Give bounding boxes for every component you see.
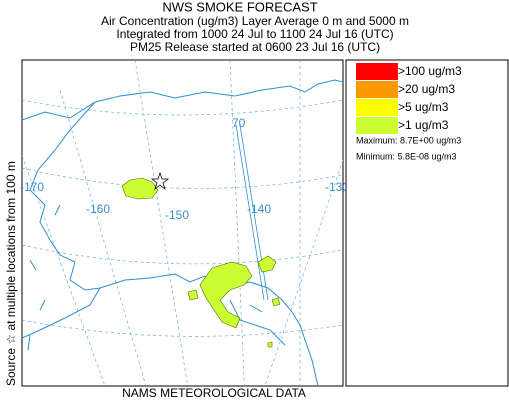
legend-swatch <box>356 81 398 98</box>
source-star <box>150 171 170 191</box>
graticule <box>22 244 343 265</box>
minimum: Minimum: 5.8E-08 ug/m3 <box>356 151 457 161</box>
graticule <box>22 99 343 116</box>
graticule-label: -170 <box>20 180 44 194</box>
graticule-label: -160 <box>86 202 110 216</box>
maximum: Maximum: 8.7E+00 ug/m3 <box>356 135 461 145</box>
legend-label: >5 ug/m3 <box>398 100 449 114</box>
coastline <box>22 79 343 121</box>
graticule <box>22 319 343 337</box>
legend-label: >20 ug/m3 <box>398 82 455 96</box>
graticule <box>229 60 245 386</box>
footer: NAMS METEOROLOGICAL DATA <box>122 386 306 400</box>
legend-swatch <box>356 99 398 116</box>
map-frame <box>21 59 344 387</box>
graticule-label: -150 <box>165 208 189 222</box>
legend-swatch <box>356 63 398 80</box>
legend: >100 ug/m3 >20 ug/m3 >5 ug/m3 >1 ug/m3 Maxi… <box>345 59 509 387</box>
smoke-plume <box>257 255 277 273</box>
coastline <box>229 299 286 346</box>
graticule <box>22 167 343 189</box>
legend-label: >1 ug/m3 <box>398 118 449 132</box>
map-content <box>22 60 343 386</box>
graticule-label: -140 <box>247 202 271 216</box>
map-panel: -170 -160 -150 -140 -130 70 <box>20 59 349 387</box>
islands <box>27 204 61 351</box>
graticule-label: -130 <box>325 180 349 194</box>
smoke-plume <box>199 261 253 329</box>
coastline <box>22 101 101 339</box>
subtitle: PM25 Release started at 0600 23 Jul 16 (… <box>130 40 380 54</box>
graticule-label: 70 <box>232 116 246 130</box>
subtitle: Integrated from 1000 24 Jul to 1100 24 J… <box>116 27 393 41</box>
legend-items: >100 ug/m3 >20 ug/m3 >5 ug/m3 >1 ug/m3 <box>356 63 462 134</box>
title: NWS SMOKE FORECAST <box>162 0 317 14</box>
smoke-plume <box>121 177 159 200</box>
source-note: Source ☆ at multiple locations from 100 … <box>4 161 18 386</box>
legend-label: >100 ug/m3 <box>398 64 462 78</box>
legend-swatch <box>356 117 398 134</box>
smoke-plume <box>187 289 281 348</box>
graticule <box>264 159 343 386</box>
subtitle: Air Concentration (ug/m3) Layer Average … <box>101 14 409 28</box>
graticule <box>22 154 106 386</box>
